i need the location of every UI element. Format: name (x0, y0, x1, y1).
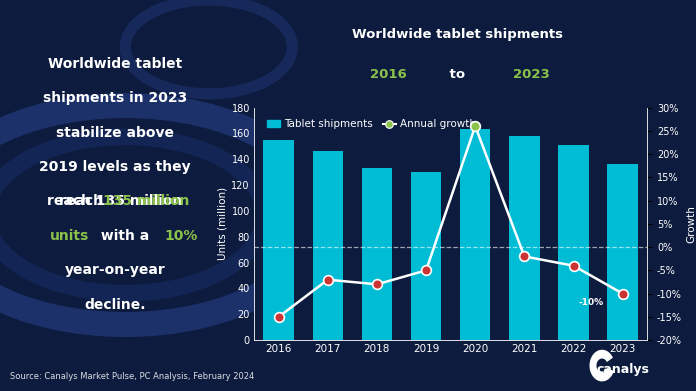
Bar (411, 172, 441, 340)
Bar (460, 129, 491, 340)
Text: units: units (50, 229, 89, 243)
Text: 135 million: 135 million (103, 194, 189, 208)
Y-axis label: Units (million): Units (million) (217, 187, 227, 260)
Y-axis label: Growth: Growth (686, 205, 696, 243)
Text: to: to (445, 68, 470, 81)
Text: decline.: decline. (84, 298, 145, 312)
Text: -10%: -10% (579, 298, 604, 307)
Text: Worldwide tablet shipments: Worldwide tablet shipments (352, 28, 563, 41)
Text: reach: reach (59, 194, 108, 208)
Text: Source: Canalys Market Pulse, PC Analysis, February 2024: Source: Canalys Market Pulse, PC Analysi… (10, 372, 255, 381)
Text: 2019 levels as they: 2019 levels as they (39, 160, 191, 174)
Wedge shape (590, 350, 614, 381)
Text: year-on-year: year-on-year (65, 263, 165, 277)
Legend: Tablet shipments, Annual growth: Tablet shipments, Annual growth (263, 115, 480, 133)
Text: with a: with a (96, 229, 155, 243)
Bar (313, 151, 343, 340)
Text: canalys: canalys (596, 363, 649, 376)
Text: shipments in 2023: shipments in 2023 (42, 91, 187, 105)
Text: stabilize above: stabilize above (56, 126, 174, 140)
Bar (608, 164, 638, 340)
Text: reach 135 million: reach 135 million (47, 194, 182, 208)
Bar (509, 136, 539, 340)
Text: Worldwide tablet: Worldwide tablet (48, 57, 182, 71)
Bar (362, 168, 392, 340)
Bar (263, 140, 294, 340)
Text: 2023: 2023 (513, 68, 550, 81)
Bar (558, 145, 589, 340)
Text: reach: reach (90, 194, 139, 208)
Text: 10%: 10% (164, 229, 198, 243)
Text: 2016: 2016 (370, 68, 406, 81)
